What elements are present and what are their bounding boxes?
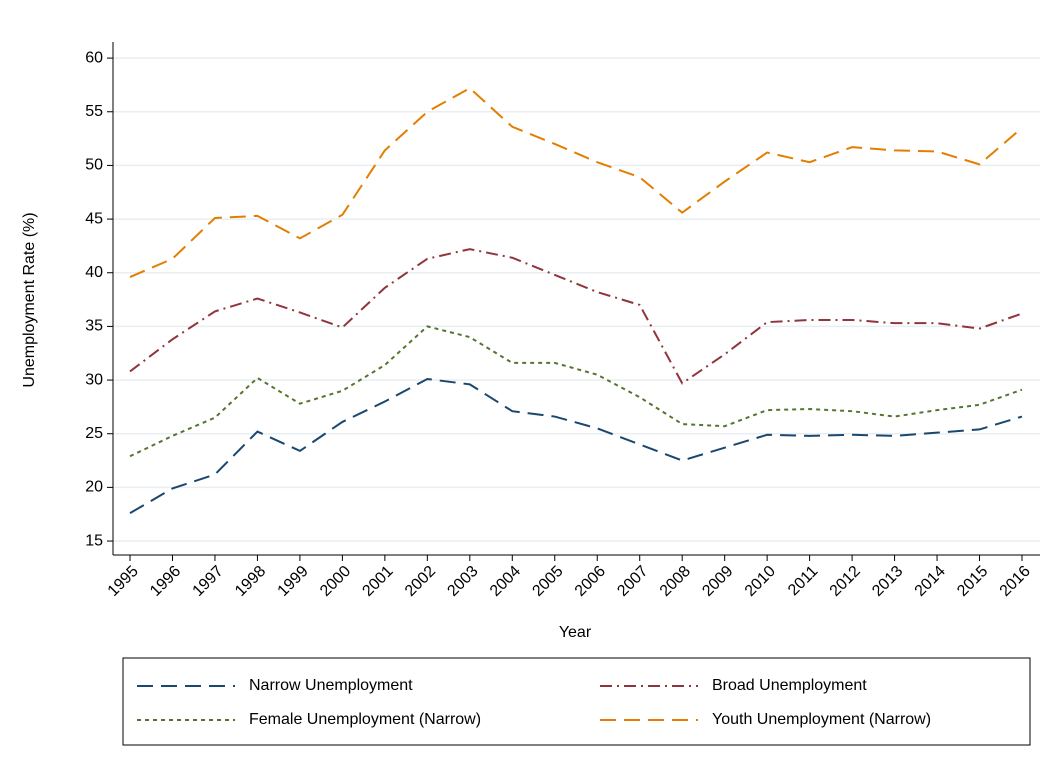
y-tick-label: 60 [85, 49, 103, 66]
legend-label: Female Unemployment (Narrow) [249, 711, 481, 728]
y-tick-label: 25 [85, 425, 103, 442]
legend-label: Youth Unemployment (Narrow) [712, 711, 931, 728]
y-tick-label: 40 [85, 264, 103, 281]
legend-box [122, 657, 1031, 746]
x-axis-label: Year [559, 624, 592, 641]
y-tick-label: 35 [85, 318, 103, 335]
y-tick-label: 55 [85, 103, 103, 120]
line-series [129, 86, 1023, 278]
y-tick-label: 50 [85, 157, 103, 174]
legend-label: Narrow Unemployment [249, 677, 413, 694]
y-tick-label: 20 [85, 479, 103, 496]
line-series [129, 248, 1023, 385]
y-tick-label: 45 [85, 210, 103, 227]
y-tick-label: 15 [85, 532, 103, 549]
line-series [129, 325, 1023, 458]
y-tick-label: 30 [85, 371, 103, 388]
legend-label: Broad Unemployment [712, 677, 867, 694]
line-series [129, 377, 1023, 515]
y-axis-label: Unemployment Rate (%) [21, 212, 38, 387]
